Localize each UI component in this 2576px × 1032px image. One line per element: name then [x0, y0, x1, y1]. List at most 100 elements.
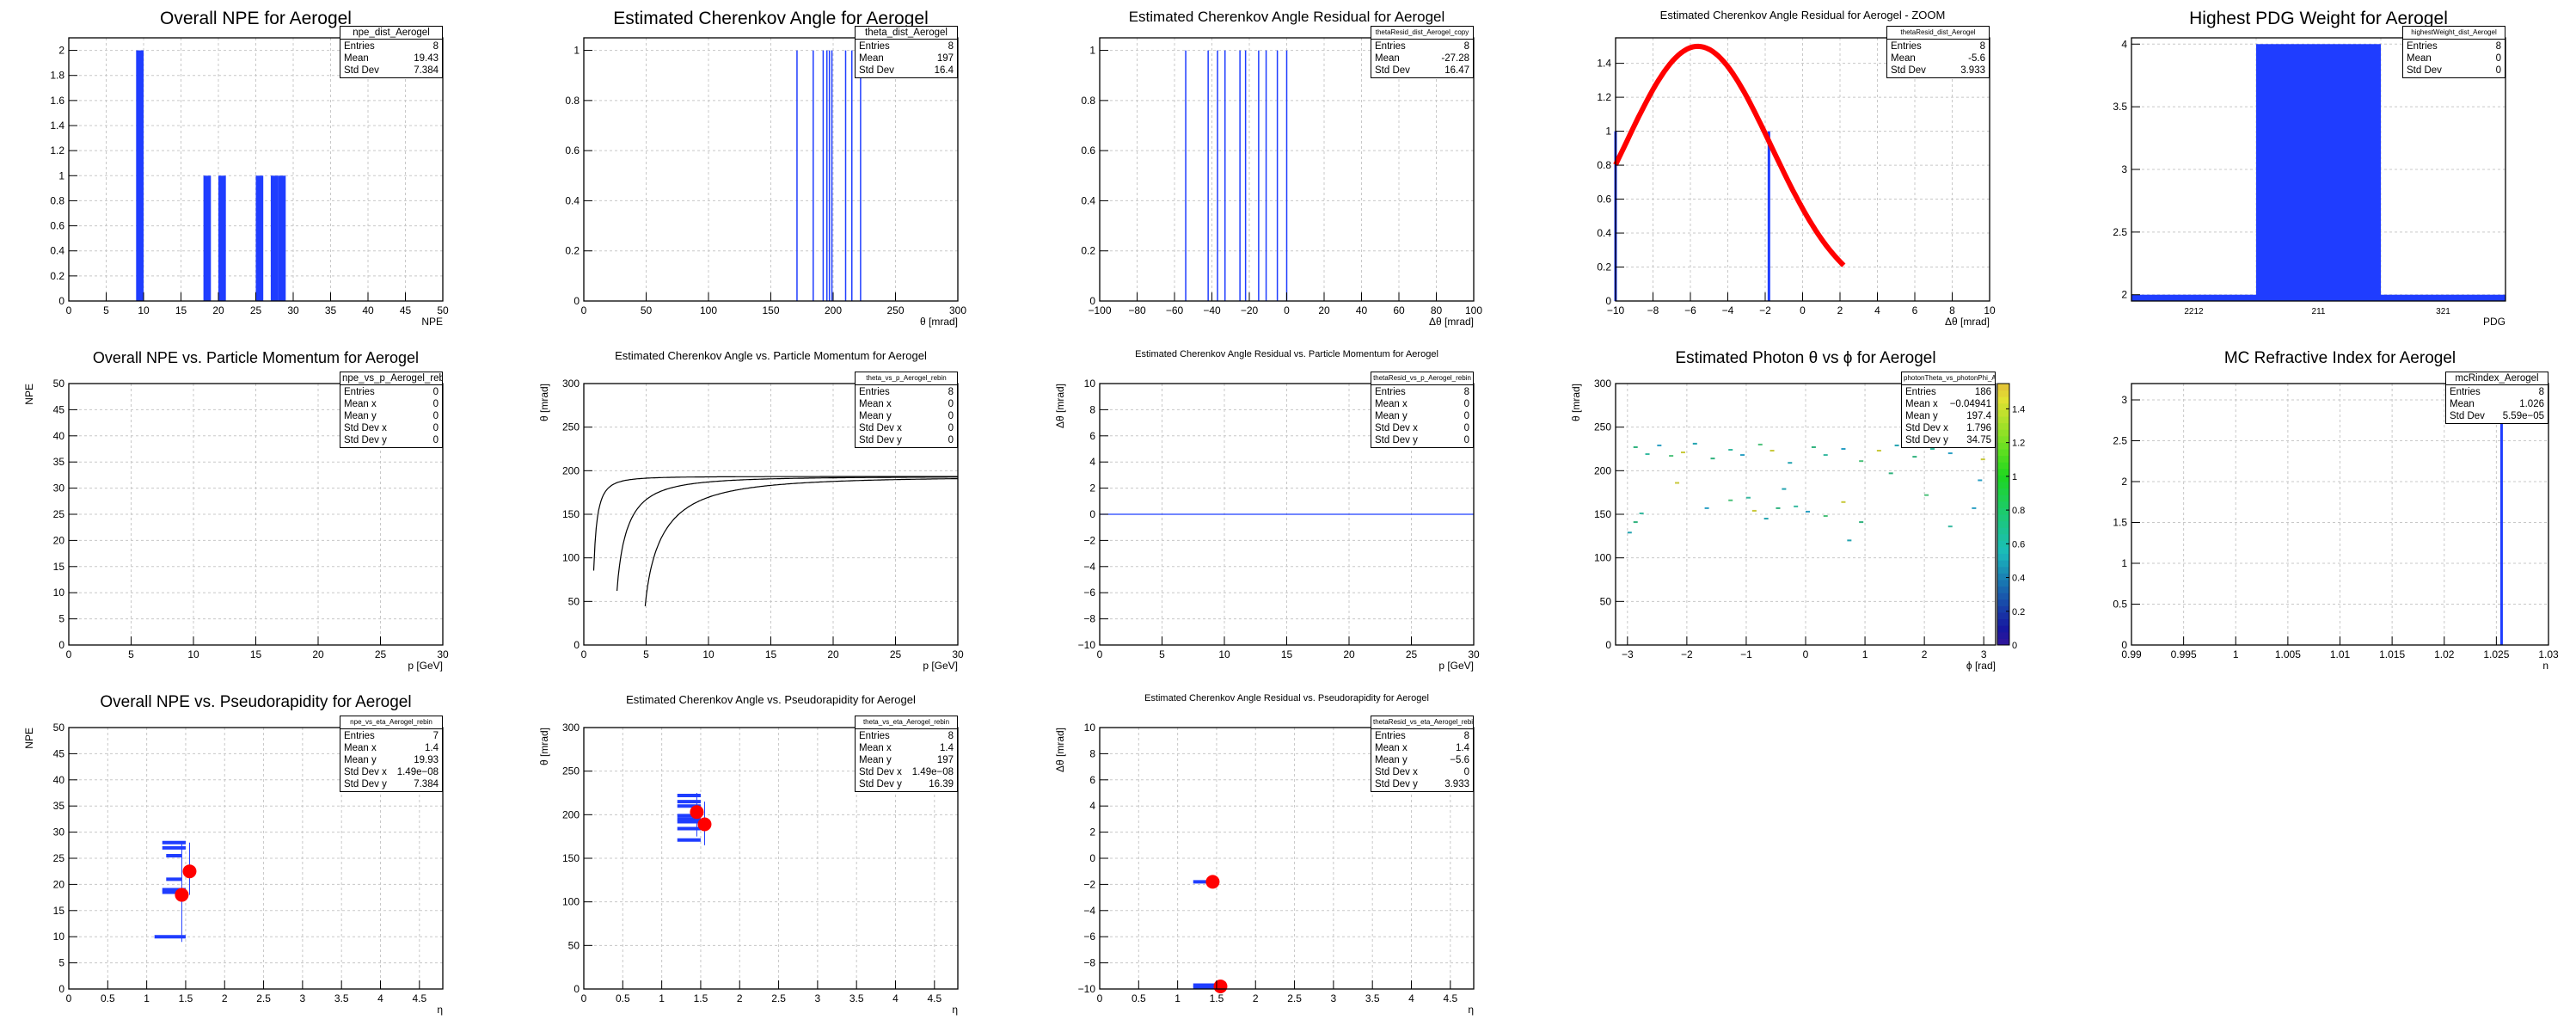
stats-key: Std Dev	[344, 65, 379, 76]
plot-title: Estimated Cherenkov Angle for Aerogel	[613, 9, 929, 28]
stats-key: Std Dev y	[859, 435, 902, 445]
y-tick-label: 0.4	[1081, 194, 1095, 206]
stats-box: thetaResid_vs_eta_Aerogel_rebin Entries 8 M…	[1371, 716, 1474, 792]
x-axis-label: ϕ [rad]	[1966, 660, 1996, 672]
y-tick-label: 0	[1605, 639, 1611, 651]
stats-value: 8	[948, 41, 954, 52]
x-tick-label: 20	[312, 648, 324, 660]
x-tick-label: 5	[1159, 648, 1165, 660]
stats-box: npe_dist_Aerogel Entries 8 Mean 19.43 Std Dev…	[340, 26, 443, 78]
axes: 0 50 100 150 200 250 300 0 5 10 15 20 25 30p [GeV] θ […	[538, 378, 964, 672]
x-tick-label: 15	[765, 648, 777, 660]
plot-title: Overall NPE vs. Pseudorapidity for Aerog…	[100, 693, 412, 711]
x-tick-label: 0	[66, 304, 72, 316]
palette-swatch	[1997, 416, 2009, 424]
heatmap-cell	[1728, 449, 1733, 451]
x-axis-label: PDG	[2483, 316, 2505, 328]
y-tick-label: 25	[53, 852, 65, 864]
x-tick-label: 0.5	[101, 992, 115, 1004]
x-tick-label: 0	[1097, 992, 1103, 1004]
x-tick-label: 30	[1468, 648, 1480, 660]
stats-row: Std Dev y 7.384	[344, 778, 439, 790]
stats-name: thetaResid_vs_p_Aerogel_rebin	[1371, 372, 1473, 385]
stats-value: 0	[1463, 435, 1469, 445]
stats-row: Std Dev x 0	[1375, 766, 1469, 778]
x-tick-label: 15	[175, 304, 187, 316]
plot-panel-p9: Estimated Photon θ vs ϕ for Aerogel 0 0.2 0…	[1547, 344, 2060, 688]
heatmap-cell	[1972, 507, 1977, 509]
y-tick-label: 200	[1594, 464, 1611, 476]
palette-swatch	[1997, 520, 2009, 528]
stats-row: Entries 8	[1375, 386, 1469, 398]
stats-row: Std Dev x 0	[859, 422, 954, 434]
x-tick-label: 25	[1406, 648, 1418, 660]
stats-row: Entries 8	[1375, 40, 1469, 52]
stats-value: 0	[1463, 767, 1469, 777]
y-axis-label: Δθ [mrad]	[1054, 384, 1066, 428]
palette-swatch	[1997, 384, 2009, 391]
x-tick-label: 200	[825, 304, 842, 316]
stats-box: thetaResid_vs_p_Aerogel_rebin Entries 8 Mea…	[1371, 372, 1474, 448]
plot-panel-p2: Estimated Cherenkov Angle for Aerogel 0 0.…	[515, 0, 1028, 344]
axes: −10 −8 −6 −4 −2 0 2 4 6 8 10 0 5 10 15 20 25 30p [GeV] Δθ …	[1054, 378, 1480, 672]
x-axis-label: θ [mrad]	[920, 316, 958, 328]
gaussian-fit-curve	[1613, 43, 1846, 267]
data-marks	[592, 476, 958, 606]
stats-key: Mean	[859, 53, 884, 64]
stats-key: Entries	[859, 731, 890, 741]
x-tick-label: 3.5	[1365, 992, 1380, 1004]
stats-value: 16.4	[934, 65, 954, 76]
hist-bar	[278, 175, 286, 301]
y-tick-label: 0.4	[50, 245, 64, 257]
palette-swatch	[1997, 566, 2009, 574]
heatmap-cell	[1633, 445, 1638, 448]
x-tick-label: 25	[250, 304, 262, 316]
heatmap-cell	[1947, 452, 1953, 455]
x-tick-label: 4.5	[412, 992, 426, 1004]
y-tick-label: 50	[568, 595, 580, 607]
plot-panel-p1: Overall NPE for Aerogel 0 0.2 0.4 0.6 0.8 1 1.2…	[0, 0, 513, 344]
axes: 0 0.5 1 1.5 2 2.5 3 0.99 0.995 1 1.005 1.01 1.015 1.0…	[2113, 394, 2559, 672]
plot-svg: 0 50 100 150 200 250 300 0 5 10 15 20 25 30p [GeV] θ […	[538, 378, 964, 672]
x-tick-label: 0	[581, 304, 587, 316]
stats-row: Mean 197	[859, 52, 954, 64]
y-tick-label: 1	[1089, 45, 1095, 57]
x-tick-label: 0.5	[616, 992, 630, 1004]
stats-key: Entries	[1375, 387, 1406, 397]
x-tick-label: 5	[103, 304, 109, 316]
palette-swatch	[1997, 390, 2009, 397]
x-tick-label: 3.5	[849, 992, 864, 1004]
x-tick-label: 4	[377, 992, 383, 1004]
x-axis-label: n	[2542, 660, 2548, 672]
stats-row: Std Dev y 0	[1375, 434, 1469, 446]
palette-swatch	[1997, 449, 2009, 457]
stats-value: 7.384	[414, 779, 439, 789]
marker-point	[1205, 875, 1220, 889]
heatmap-cell	[1888, 472, 1893, 475]
x-tick-label: 30	[287, 304, 299, 316]
stats-name: theta_vs_p_Aerogel_rebin	[856, 372, 957, 385]
x-tick-label: 50	[437, 304, 449, 316]
stats-value: 1.49e−08	[911, 767, 954, 777]
theta-curve	[616, 476, 958, 592]
y-tick-label: −2	[1083, 878, 1095, 890]
heatmap-cell	[1859, 460, 1864, 463]
heatmap-cell	[1627, 531, 1632, 534]
palette-swatch	[1997, 527, 2009, 535]
hist-bar	[136, 50, 144, 301]
y-tick-label: 2	[58, 45, 64, 57]
stats-key: Std Dev	[1375, 65, 1410, 76]
x-tick-label: −2	[1681, 648, 1693, 660]
x-tick-label: 4	[1874, 304, 1880, 316]
y-tick-label: 3	[2121, 394, 2127, 406]
stats-key: Std Dev y	[344, 435, 387, 445]
plot-svg: 0 5 10 15 20 25 30 35 40 45 50 0 0.5 1 1.5 2 2.5 3 3.5 4 4.5…	[23, 722, 444, 1016]
heatmap-cell	[1763, 518, 1769, 520]
x-tick-label: 1.5	[694, 992, 708, 1004]
palette-swatch	[1997, 422, 2009, 430]
heatmap-cell	[1947, 525, 1953, 528]
x-tick-label: 2.5	[771, 992, 786, 1004]
heatmap-cell	[1728, 499, 1733, 501]
stats-value: 19.43	[414, 53, 439, 64]
x-tick-label: 0.995	[2171, 648, 2197, 660]
